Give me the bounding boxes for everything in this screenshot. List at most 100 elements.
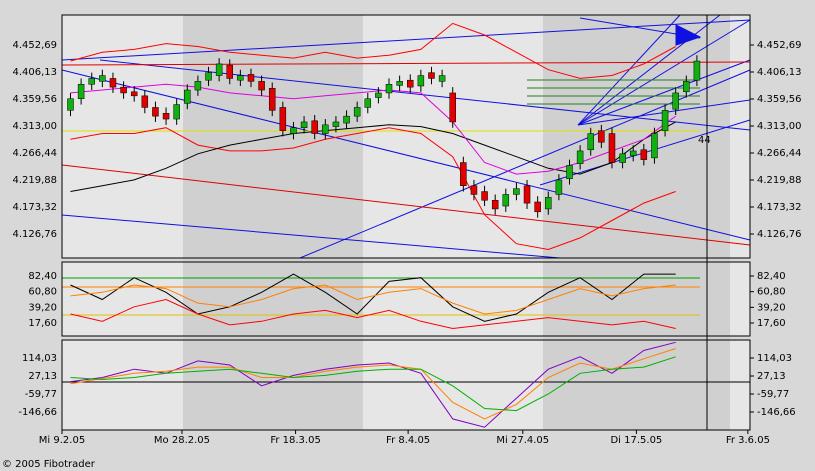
candle-body (661, 110, 669, 131)
candle-body (268, 88, 276, 111)
x-tick-label: Mo 28.2.05 (154, 435, 210, 446)
candle-body (215, 63, 223, 76)
indicator-line (70, 284, 676, 315)
candle-body (683, 81, 690, 93)
indicator-line (70, 273, 676, 322)
candle-body (693, 60, 701, 81)
candle-body (651, 133, 658, 159)
x-tick-label: Fr 18.3.05 (270, 435, 320, 446)
y-tick-label-right: 4.126,76 (757, 229, 802, 240)
candle-body (502, 194, 510, 207)
candle-body (226, 64, 234, 79)
candle-body (162, 112, 170, 120)
candle-body (364, 98, 372, 108)
candle-body (322, 124, 329, 134)
candle-body (481, 191, 488, 201)
indicator-line (70, 121, 676, 192)
candle-body (205, 72, 212, 81)
y-tick-label-right: 4.313,00 (757, 121, 802, 132)
y-tick-label: 4.406,13 (12, 67, 57, 78)
indicator-line (70, 127, 676, 251)
x-tick-label: Fr 8.4.05 (386, 435, 430, 446)
candle-body (67, 98, 74, 111)
candle-body (77, 83, 85, 99)
candle-body (385, 83, 393, 94)
y-tick-label: 4.173,32 (12, 202, 57, 213)
y-tick-label: 4.313,00 (12, 121, 57, 132)
candle-body (311, 120, 318, 134)
candle-body (438, 75, 446, 82)
y-tick-label-right: -59,77 (757, 389, 789, 400)
indicator-line (70, 83, 676, 175)
candle-body (247, 74, 255, 82)
candle-body (587, 133, 594, 151)
candle-body (237, 75, 244, 81)
candle-body (672, 92, 679, 110)
candle-body (290, 127, 297, 134)
candle-body (608, 133, 616, 163)
y-tick-label: 4.452,69 (12, 40, 57, 51)
candle-body (258, 81, 265, 91)
candle-body (194, 81, 202, 91)
candle-body (619, 153, 626, 163)
indicator-line (70, 348, 676, 420)
indicator-line (70, 298, 676, 330)
candle-body (152, 107, 159, 117)
y-tick-label: 4.359,56 (12, 94, 57, 105)
panel-borders (61, 14, 751, 431)
candle-body (523, 185, 531, 204)
x-tick-label: Di 17.5.05 (610, 435, 662, 446)
y-tick-label-right: 60,80 (757, 287, 786, 298)
y-tick-label-right: 39,20 (757, 302, 786, 313)
y-tick-label: 39,20 (28, 302, 57, 313)
candle-body (491, 199, 499, 210)
candle-body (332, 121, 340, 127)
candle-body (141, 95, 149, 108)
candle-body (629, 150, 637, 156)
y-tick-label: 82,40 (28, 271, 57, 282)
x-tick-label: Mi 27.4.05 (496, 435, 549, 446)
y-tick-label: 4.219,88 (12, 175, 57, 186)
candle-body (343, 115, 350, 124)
candle-body (555, 179, 563, 195)
indicator-line (70, 341, 676, 428)
y-tick-label: 4.126,76 (12, 229, 57, 240)
y-tick-label: 60,80 (28, 287, 57, 298)
y-tick-label-right: 4.219,88 (757, 175, 802, 186)
y-tick-label-right: 4.359,56 (757, 94, 802, 105)
y-tick-label: -59,77 (25, 389, 57, 400)
candle-body (99, 75, 106, 82)
y-tick-label-right: 4.173,32 (757, 202, 802, 213)
trendlines-red (61, 61, 751, 246)
y-tick-label: -146,66 (18, 407, 57, 418)
y-tick-label-right: 4.406,13 (757, 67, 802, 78)
candle-body (598, 130, 605, 143)
candle-body (470, 185, 478, 195)
candle-body (566, 165, 573, 180)
y-tick-label: 17,60 (28, 318, 57, 329)
candle-body (460, 162, 467, 186)
candle-body (375, 92, 382, 98)
y-tick-label: 114,03 (22, 353, 57, 364)
y-tick-label-right: 114,03 (757, 353, 792, 364)
candle-body (120, 86, 127, 94)
candle-body (109, 78, 117, 88)
candle-body (130, 91, 138, 97)
y-tick-label-right: 4.266,44 (757, 148, 802, 159)
candle-body (353, 107, 361, 117)
candle-body (406, 79, 414, 88)
y-tick-label-right: 17,60 (757, 318, 786, 329)
y-tick-label-right: 27,13 (757, 371, 786, 382)
x-tick-label: Fr 3.6.05 (726, 435, 770, 446)
y-tick-label-right: -146,66 (757, 407, 796, 418)
candle-body (576, 150, 584, 164)
candle-body (279, 107, 287, 131)
indicator-line (70, 22, 676, 79)
y-tick-label: 27,13 (28, 371, 57, 382)
candle-body (534, 201, 541, 213)
candle-body (88, 78, 95, 85)
candle-body (545, 197, 552, 210)
fib-lines (527, 79, 700, 105)
